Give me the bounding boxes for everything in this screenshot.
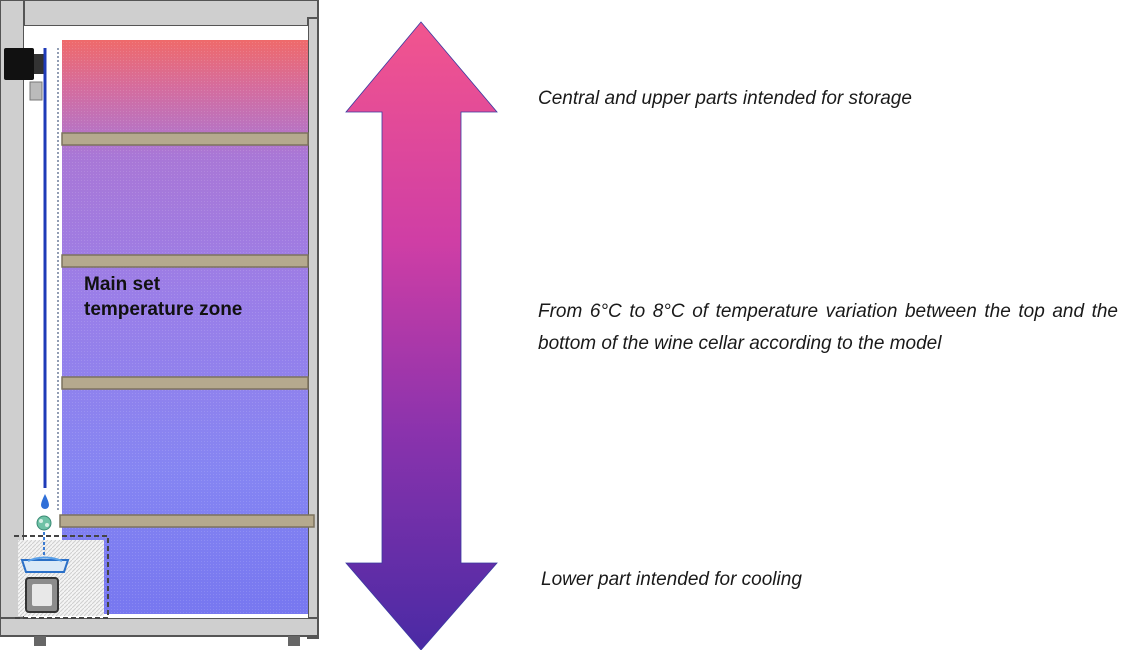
compressor-compartment: [14, 535, 109, 619]
temperature-variation-note: From 6°C to 8°C of temperature variation…: [538, 301, 1118, 354]
interior-temperature-zone: [62, 40, 308, 614]
cabinet-foot-left: [34, 636, 46, 646]
shelf-3: [61, 376, 309, 390]
main-zone-label: Main set temperature zone: [84, 274, 243, 320]
shelves: [59, 132, 315, 528]
thermometer-line: [43, 48, 59, 510]
fan-icon: [36, 515, 52, 531]
storage-note: Central and upper parts intended for sto…: [538, 88, 912, 109]
double-headed-arrow-icon: [345, 21, 498, 650]
cooling-note: Lower part intended for cooling: [541, 569, 802, 590]
shelf-1: [61, 132, 309, 146]
water-drop-icon: [41, 494, 49, 509]
drip-tray-icon: [20, 532, 70, 573]
shelf-4: [59, 514, 315, 528]
cabinet-foot-right: [288, 636, 300, 646]
thermostat-control-icon: [4, 48, 44, 101]
shelf-2: [61, 254, 309, 268]
